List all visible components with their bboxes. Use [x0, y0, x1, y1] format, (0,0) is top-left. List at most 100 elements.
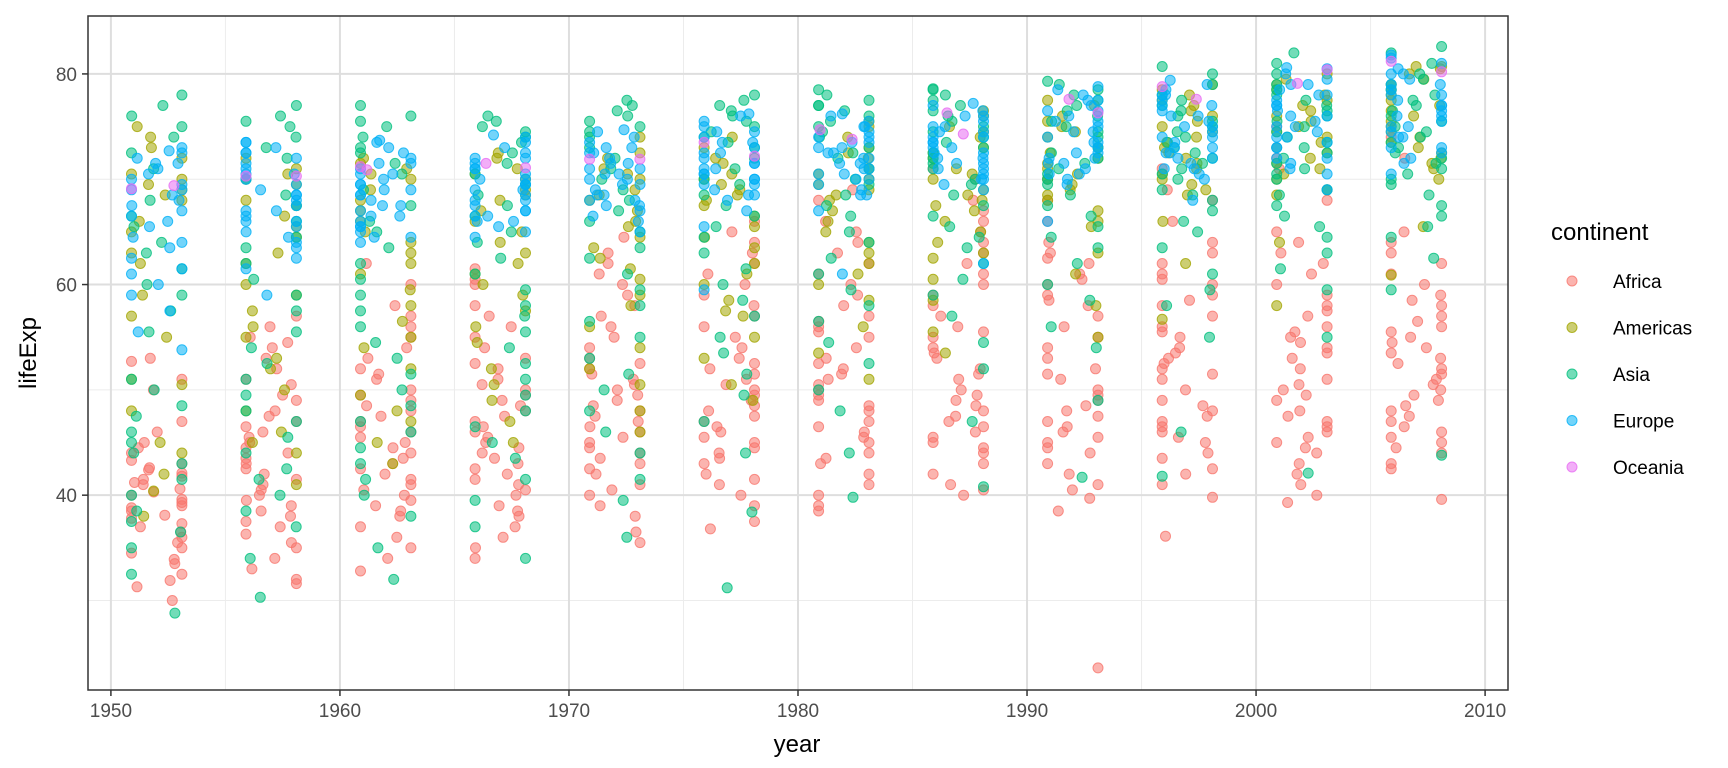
point-americas: [863, 258, 875, 269]
point-europe: [604, 152, 616, 164]
point-americas: [507, 437, 519, 448]
point-americas: [247, 321, 259, 333]
point-europe: [126, 268, 137, 280]
point-europe: [290, 215, 302, 227]
point-asia: [469, 421, 481, 433]
point-europe: [1321, 110, 1333, 122]
point-africa: [813, 421, 825, 433]
point-africa: [373, 368, 385, 380]
point-americas: [404, 284, 416, 296]
point-africa: [1061, 405, 1073, 417]
point-africa: [1390, 442, 1402, 454]
point-europe: [698, 221, 710, 233]
point-africa: [593, 268, 605, 280]
point-africa: [595, 310, 607, 322]
point-europe: [365, 210, 377, 222]
point-asia: [501, 200, 513, 212]
point-europe: [164, 242, 176, 254]
point-asia: [360, 473, 372, 485]
point-americas: [1304, 152, 1316, 164]
point-europe: [398, 147, 409, 159]
point-europe: [394, 210, 406, 222]
point-americas: [137, 289, 148, 301]
point-americas: [723, 294, 735, 306]
point-africa: [1271, 437, 1283, 448]
point-asia: [978, 200, 989, 212]
point-africa: [476, 447, 488, 459]
point-americas: [405, 258, 417, 269]
point-africa: [702, 268, 714, 280]
point-asia: [1273, 189, 1285, 201]
point-oceania: [240, 170, 252, 182]
point-africa: [1294, 363, 1306, 375]
point-africa: [1092, 662, 1104, 674]
point-americas: [290, 479, 302, 491]
point-europe: [1079, 163, 1091, 175]
point-asia: [1321, 284, 1333, 296]
point-europe: [1185, 157, 1197, 169]
point-africa: [240, 528, 252, 540]
point-europe: [152, 279, 164, 290]
point-africa: [1412, 315, 1424, 327]
point-asia: [240, 389, 252, 401]
point-asia: [621, 94, 633, 106]
point-americas: [852, 268, 864, 280]
point-americas: [240, 194, 252, 206]
point-asia: [482, 110, 494, 122]
point-oceania: [814, 124, 826, 136]
point-africa: [837, 363, 849, 375]
point-asia: [1385, 284, 1397, 296]
point-africa: [700, 468, 712, 480]
point-oceania: [1436, 66, 1448, 78]
point-europe: [1436, 89, 1448, 101]
point-europe: [469, 184, 481, 196]
point-africa: [698, 458, 710, 470]
point-asia: [1156, 61, 1168, 72]
point-europe: [850, 173, 862, 185]
point-africa: [858, 426, 870, 438]
point-americas: [405, 331, 417, 343]
point-americas: [405, 247, 417, 259]
point-asia: [1156, 184, 1168, 196]
point-asia: [1420, 126, 1432, 138]
point-asia: [1060, 121, 1072, 133]
point-europe: [722, 194, 733, 206]
point-asia: [622, 268, 633, 280]
point-africa: [711, 421, 723, 433]
point-africa: [1180, 384, 1191, 396]
point-asia: [520, 405, 531, 417]
point-africa: [375, 410, 387, 422]
point-africa: [1436, 437, 1448, 448]
point-asia: [254, 591, 266, 603]
point-asia: [1090, 342, 1102, 354]
point-europe: [629, 194, 641, 206]
point-europe: [1281, 131, 1293, 143]
point-americas: [272, 247, 284, 259]
point-asia: [621, 531, 633, 543]
point-europe: [143, 168, 154, 180]
point-europe: [469, 152, 481, 164]
point-asia: [1180, 131, 1191, 143]
point-africa: [1300, 389, 1312, 401]
point-europe: [749, 173, 760, 185]
point-africa: [1385, 416, 1397, 427]
axes: 1950 1960 1970 1980 1990 2000 2010 40 60 80: [56, 15, 1509, 722]
point-oceania: [290, 170, 302, 182]
point-asia: [520, 326, 531, 338]
point-asia: [634, 473, 646, 485]
point-europe: [1068, 126, 1080, 138]
point-asia: [749, 210, 760, 222]
point-asia: [144, 194, 156, 206]
point-europe: [710, 163, 722, 175]
point-africa: [126, 355, 137, 367]
point-asia: [1042, 200, 1054, 212]
point-asia: [1207, 194, 1218, 206]
point-europe: [1087, 126, 1099, 138]
point-europe: [270, 205, 282, 217]
point-africa: [1207, 463, 1218, 475]
point-africa: [470, 542, 481, 554]
point-africa: [1432, 394, 1444, 406]
point-europe: [1271, 131, 1283, 143]
point-americas: [1042, 189, 1054, 201]
point-europe: [938, 179, 950, 190]
